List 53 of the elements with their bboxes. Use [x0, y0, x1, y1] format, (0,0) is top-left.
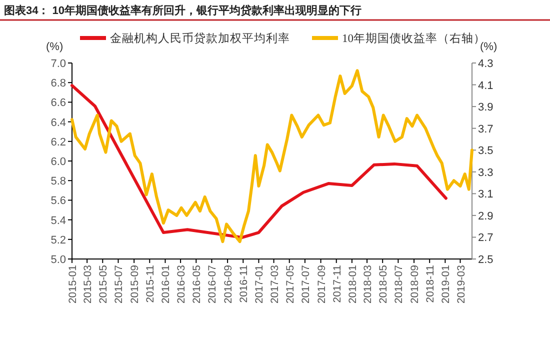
y2-tick-label: 3.3 [478, 166, 494, 179]
y-tick-label: 5.6 [50, 195, 66, 208]
x-tick-label: 2015-11 [144, 264, 157, 303]
x-tick-label: 2015-03 [82, 264, 94, 304]
x-tick-label: 2018-09 [409, 264, 422, 304]
x-tick-label: 2015-09 [129, 264, 142, 304]
x-tick-label: 2018-05 [378, 264, 390, 304]
y2-tick-label: 3.5 [478, 145, 494, 158]
y-tick-label: 5.2 [50, 234, 66, 246]
x-tick-label: 2017-11 [331, 264, 344, 303]
chart-title: 图表34： 10年期国债收益率有所回升，银行平均贷款利率出现明显的下行 [4, 4, 362, 17]
x-tick-label: 2016-05 [191, 264, 204, 304]
x-tick-label: 2019-03 [455, 264, 468, 304]
y2-tick-label: 4.1 [478, 80, 494, 92]
legend-label: 金融机构人民币贷款加权平均利率 [110, 31, 290, 45]
y-tick-label: 6.2 [50, 136, 66, 148]
y2-axis-title: (%) [480, 41, 498, 53]
y2-tick-label: 2.9 [478, 210, 494, 222]
x-tick-label: 2018-03 [362, 264, 374, 304]
x-tick-label: 2015-01 [67, 264, 79, 304]
x-tick-label: 2016-11 [238, 264, 250, 303]
y-axis-title: (%) [46, 41, 64, 53]
x-tick-label: 2018-07 [393, 264, 406, 304]
x-tick-label: 2016-07 [206, 264, 219, 304]
x-tick-label: 2017-03 [268, 264, 281, 304]
y2-tick-label: 4.3 [478, 58, 494, 70]
x-tick-label: 2019-01 [440, 264, 452, 304]
x-tick-label: 2018-11 [424, 264, 437, 303]
x-tick-label: 2016-03 [176, 264, 188, 304]
y-tick-label: 5.0 [50, 254, 66, 266]
y-tick-label: 6.6 [50, 97, 66, 110]
y-tick-label: 7.0 [50, 58, 66, 70]
x-tick-label: 2017-07 [300, 264, 312, 304]
x-tick-label: 2015-05 [98, 264, 110, 304]
y-tick-label: 6.0 [50, 156, 66, 168]
x-tick-label: 2017-01 [254, 264, 266, 304]
y2-tick-label: 2.5 [478, 254, 494, 266]
line-series [70, 84, 448, 239]
x-tick-label: 2018-01 [346, 264, 359, 304]
x-tick-label: 2015-07 [113, 264, 126, 304]
y-tick-label: 5.8 [50, 176, 66, 188]
x-tick-label: 2016-01 [160, 264, 172, 304]
x-tick-label: 2016-09 [222, 264, 235, 304]
y2-tick-label: 3.7 [478, 123, 494, 136]
y2-tick-label: 2.7 [478, 232, 494, 244]
x-tick-label: 2017-05 [284, 264, 296, 304]
line-series [70, 69, 474, 244]
y-tick-label: 6.4 [50, 116, 66, 129]
y-tick-label: 6.8 [50, 78, 66, 90]
y2-tick-label: 3.9 [478, 102, 494, 114]
y-tick-label: 5.4 [50, 214, 66, 227]
x-tick-label: 2017-09 [316, 264, 328, 304]
y2-tick-label: 3.1 [478, 188, 494, 201]
